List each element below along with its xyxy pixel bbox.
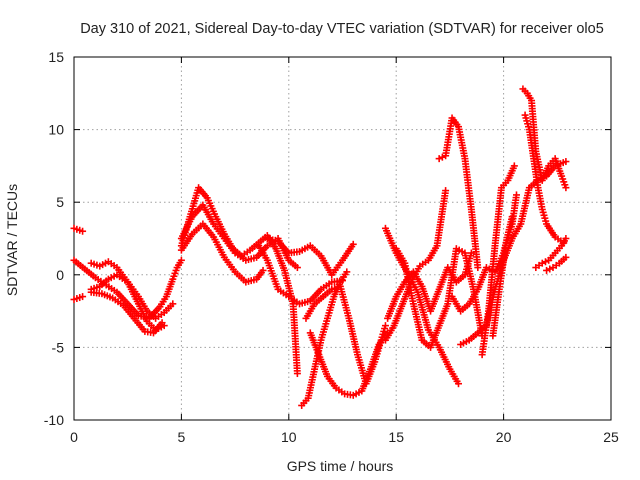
data-point [79, 293, 87, 301]
data-point [442, 187, 450, 195]
data-point [562, 253, 570, 261]
data-point [79, 227, 87, 235]
data-point [510, 162, 518, 170]
data-point [538, 259, 546, 267]
data-point [158, 319, 166, 327]
data-point [562, 235, 570, 242]
chart-title: Day 310 of 2021, Sidereal Day-to-day VTE… [80, 21, 604, 37]
x-tick-label: 15 [388, 429, 404, 445]
data-points [70, 85, 570, 409]
data-point [467, 249, 475, 257]
data-point [562, 184, 570, 192]
y-tick-label: 0 [56, 267, 64, 283]
data-point [169, 300, 177, 308]
data-point [177, 256, 185, 264]
x-tick-label: 10 [281, 429, 297, 445]
x-tick-label: 20 [496, 429, 512, 445]
x-tick-label: 0 [70, 429, 78, 445]
data-point [259, 266, 267, 274]
data-point [435, 155, 443, 163]
data-point [293, 370, 301, 378]
data-point-fill [541, 258, 549, 266]
y-tick-label: 15 [48, 49, 64, 65]
y-axis-label: SDTVAR / TECUs [4, 184, 20, 296]
y-tick-label: 10 [48, 122, 64, 138]
y-tick-label: -10 [44, 412, 64, 428]
data-point [454, 380, 462, 388]
data-point [381, 322, 389, 330]
x-tick-label: 25 [603, 429, 619, 445]
data-point [349, 240, 357, 248]
data-point-fill [438, 153, 446, 161]
y-tick-label: 5 [56, 194, 64, 210]
y-tick-label: -5 [52, 339, 65, 355]
axis-ticks: 0 5 10 15 20 25 -10 -5 0 5 10 15 [44, 49, 619, 445]
data-point [343, 268, 351, 276]
x-axis-label: GPS time / hours [287, 458, 394, 474]
data-point [293, 264, 301, 272]
data-point [512, 191, 520, 199]
plot-frame [73, 56, 612, 421]
x-tick-label: 5 [178, 429, 186, 445]
data-point [543, 266, 551, 274]
data-point-fill [546, 265, 554, 273]
data-point [562, 158, 570, 166]
data-point [474, 264, 482, 272]
